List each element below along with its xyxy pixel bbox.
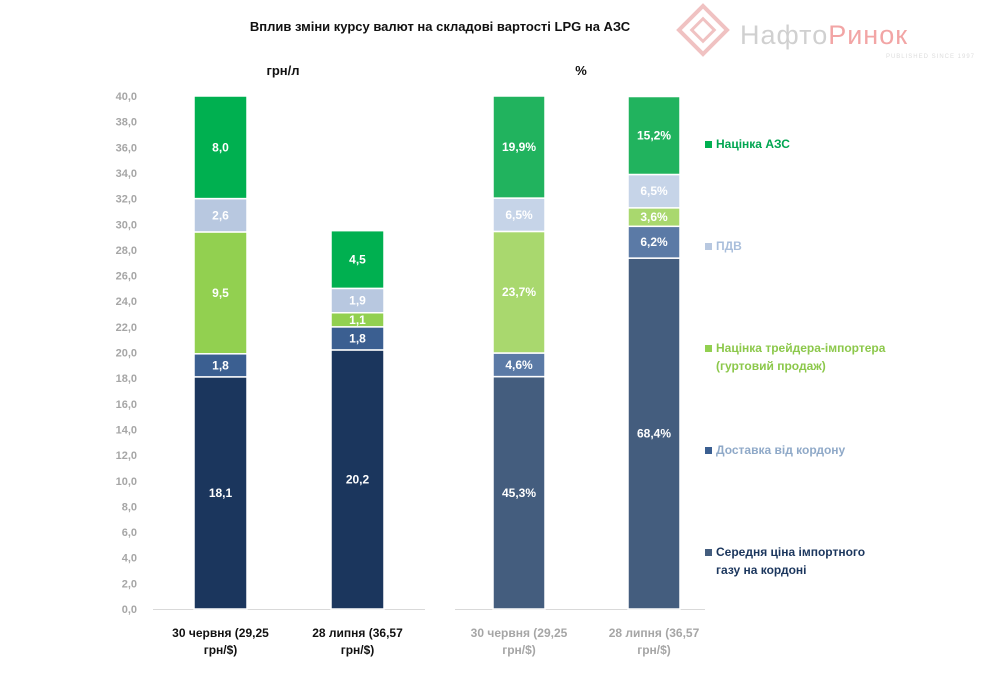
legend-label: Націнка АЗС [716,137,790,151]
legend-item: ПДВ [705,239,742,253]
legend-label: (гуртовий продаж) [716,359,826,373]
y-tick-label: 16,0 [116,399,137,411]
y-tick-label: 2,0 [122,578,137,590]
y-tick-label: 32,0 [116,194,137,206]
category-label: грн/$) [502,643,536,657]
bar-segment [492,230,546,354]
bar-segment [193,376,248,610]
y-tick-label: 14,0 [116,424,137,436]
logo: НафтоРинок PUBLISHED SINCE 1997 [676,3,975,60]
y-tick-label: 28,0 [116,245,137,257]
data-label: 20,2 [346,472,370,486]
legend-label: ПДВ [716,239,742,253]
logo-mark-icon [676,3,730,57]
bar-segment [492,197,546,233]
y-tick-label: 26,0 [116,271,137,283]
y-tick-label: 34,0 [116,168,137,180]
y-tick-label: 18,0 [116,373,137,385]
y-tick-label: 8,0 [122,501,137,513]
bar-segment [627,257,681,610]
category-label: грн/$) [341,643,375,657]
category-label: грн/$) [637,643,671,657]
data-label: 4,5 [349,253,366,267]
data-label: 3,6% [640,210,668,224]
right-subtitle: % [575,63,587,78]
data-label: 18,1 [209,486,233,500]
legend-marker-icon [705,141,712,148]
y-tick-label: 22,0 [116,322,137,334]
y-tick-label: 30,0 [116,219,137,231]
legend-item: Націнка трейдера-імпортера (гуртовий прод… [705,341,886,373]
data-label: 1,8 [349,331,366,345]
data-label: 8,0 [212,140,229,154]
category-label: 30 червня (29,25 [471,626,568,640]
y-tick-label: 36,0 [116,142,137,154]
y-tick-label: 38,0 [116,117,137,129]
y-tick-label: 0,0 [122,604,137,616]
legend-marker-icon [705,345,712,352]
data-label: 6,5% [505,208,533,222]
legend-label: Середня ціна імпортного [716,545,865,559]
y-tick-label: 4,0 [122,553,137,565]
y-tick-label: 24,0 [116,296,137,308]
bar-segment [330,349,385,610]
logo-tagline: PUBLISHED SINCE 1997 [886,54,975,60]
bar-segment [193,231,248,355]
legend-item: Доставка від кордону [705,443,846,457]
bar-segment [627,225,681,259]
bar-segment [492,95,546,199]
data-label: 1,8 [212,358,229,372]
data-label: 4,6% [505,358,533,372]
data-label: 1,9 [349,294,366,308]
y-tick-label: 6,0 [122,527,137,539]
bar-segment [627,95,681,176]
legend-item: Націнка АЗС [705,137,790,151]
data-label: 68,4% [637,427,671,441]
bar-segment [193,95,248,200]
data-label: 23,7% [502,285,536,299]
y-tick-label: 10,0 [116,476,137,488]
legend-marker-icon [705,549,712,556]
bar-segment [330,287,385,314]
data-label: 19,9% [502,140,536,154]
category-label: грн/$) [204,643,238,657]
category-label: 30 червня (29,25 [172,626,269,640]
data-label: 9,5 [212,286,229,300]
y-tick-label: 20,0 [116,348,137,360]
y-tick-label: 12,0 [116,450,137,462]
legend-label: газу на кордоні [716,563,807,577]
category-label: 28 липня (36,57 [312,626,403,640]
data-label: 6,5% [640,184,668,198]
chart-title: Вплив зміни курсу валют на складові варт… [250,19,631,34]
data-label: 1,1 [349,313,366,327]
legend-label: Націнка трейдера-імпортера [716,341,886,355]
y-tick-label: 40,0 [116,91,137,103]
data-label: 2,6 [212,208,229,222]
bar-segment [330,229,385,290]
data-label: 15,2% [637,129,671,143]
legend-marker-icon [705,243,712,250]
data-label: 6,2% [640,235,668,249]
category-label: 28 липня (36,57 [609,626,700,640]
data-label: 45,3% [502,486,536,500]
logo-text: НафтоРинок [740,20,908,50]
left-subtitle: грн/л [266,63,299,78]
legend-marker-icon [705,447,712,454]
legend-item: Середня ціна імпортного газу на кордоні [705,545,865,577]
legend-label: Доставка від кордону [716,443,846,457]
